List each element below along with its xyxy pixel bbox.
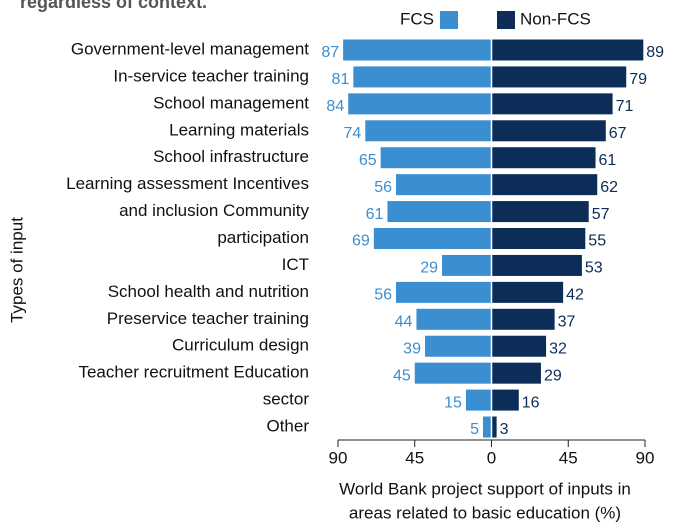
bar <box>491 308 555 330</box>
category-label: Preservice teacher training <box>107 309 309 328</box>
value-label: 84 <box>326 98 344 115</box>
x-axis-label: World Bank project support of inputs in <box>339 479 631 498</box>
value-label: 44 <box>395 314 413 331</box>
bar <box>395 174 492 196</box>
value-label: 16 <box>522 394 540 411</box>
legend-swatch <box>497 11 515 29</box>
value-label: 37 <box>558 314 576 331</box>
value-label: 3 <box>500 421 509 438</box>
bar <box>424 335 492 357</box>
category-label: Government-level management <box>71 39 309 58</box>
value-label: 56 <box>374 287 392 304</box>
bar <box>416 308 492 330</box>
value-label: 65 <box>359 152 377 169</box>
value-label: 55 <box>588 233 606 250</box>
value-label: 61 <box>366 206 384 223</box>
value-label: 29 <box>544 367 562 384</box>
bar <box>491 281 564 303</box>
bar <box>395 281 492 303</box>
y-axis-label: Types of input <box>7 217 26 323</box>
value-label: 56 <box>374 179 392 196</box>
legend-label: Non-FCS <box>520 9 591 28</box>
bar <box>414 362 492 384</box>
bar <box>491 228 586 250</box>
category-label: Learning assessment Incentives <box>66 174 309 193</box>
x-tick-label: 90 <box>329 448 348 467</box>
bar <box>491 174 598 196</box>
bar <box>380 147 492 169</box>
x-tick-label: 0 <box>487 448 496 467</box>
x-tick-label: 45 <box>559 448 578 467</box>
category-label: participation <box>217 228 309 247</box>
bar <box>491 93 613 115</box>
bar <box>491 147 596 169</box>
value-label: 74 <box>343 125 361 142</box>
bar <box>482 416 492 438</box>
value-label: 87 <box>321 44 339 61</box>
bar <box>348 93 492 115</box>
value-label: 53 <box>585 260 603 277</box>
category-label: Learning materials <box>169 120 309 139</box>
value-label: 39 <box>403 340 421 357</box>
bar <box>365 120 492 142</box>
category-label: Other <box>266 417 309 436</box>
chart-title: regardless of context. <box>20 0 207 12</box>
bar <box>491 120 606 142</box>
value-label: 29 <box>420 260 438 277</box>
bar <box>491 335 547 357</box>
x-tick-label: 45 <box>405 448 424 467</box>
value-label: 89 <box>646 44 664 61</box>
value-label: 61 <box>599 152 617 169</box>
bar <box>491 416 497 438</box>
category-label: Curriculum design <box>172 336 309 355</box>
value-label: 67 <box>609 125 627 142</box>
value-label: 79 <box>629 71 647 88</box>
bar <box>491 66 627 88</box>
category-label: ICT <box>282 255 309 274</box>
value-label: 62 <box>600 179 618 196</box>
bar <box>491 362 541 384</box>
bar <box>353 66 492 88</box>
bar <box>373 228 492 250</box>
value-label: 71 <box>616 98 634 115</box>
value-label: 57 <box>592 206 610 223</box>
bar <box>491 254 582 276</box>
value-label: 45 <box>393 367 411 384</box>
category-label: Teacher recruitment Education <box>78 363 309 382</box>
bar <box>491 39 644 61</box>
bar <box>387 201 492 223</box>
legend-swatch <box>440 11 458 29</box>
category-label: School infrastructure <box>153 147 309 166</box>
value-label: 5 <box>470 421 479 438</box>
legend-label: FCS <box>400 9 434 28</box>
category-label: School management <box>153 93 309 112</box>
x-axis-label: areas related to basic education (%) <box>349 503 621 522</box>
category-label: sector <box>263 390 310 409</box>
value-label: 42 <box>566 287 584 304</box>
bar <box>465 389 492 411</box>
bar <box>491 201 589 223</box>
bar <box>343 39 492 61</box>
category-label: In-service teacher training <box>113 66 309 85</box>
bar <box>491 389 519 411</box>
bar <box>442 254 492 276</box>
value-label: 69 <box>352 233 370 250</box>
value-label: 15 <box>444 394 462 411</box>
category-label: and inclusion Community <box>119 201 309 220</box>
category-label: School health and nutrition <box>108 282 309 301</box>
value-label: 32 <box>549 340 567 357</box>
x-tick-label: 90 <box>636 448 655 467</box>
value-label: 81 <box>332 71 350 88</box>
